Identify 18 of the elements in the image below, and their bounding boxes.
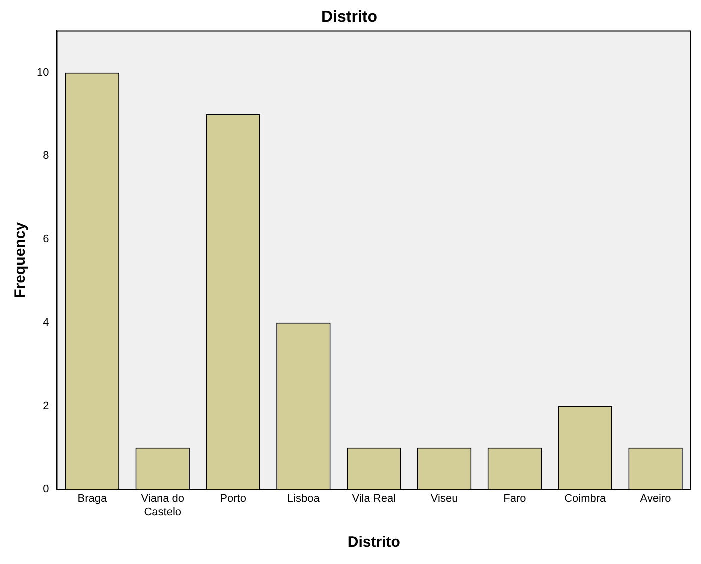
x-tick-label: Viana do Castelo	[141, 493, 184, 518]
x-tick-label: Viseu	[430, 493, 458, 506]
y-axis-title: Frequency	[12, 222, 30, 298]
y-tick-label: 10	[36, 66, 50, 79]
y-tick-label: 4	[43, 316, 50, 329]
y-tick-label: 0	[43, 484, 50, 496]
x-tick-label: Aveiro	[640, 493, 672, 506]
y-tick-label: 8	[43, 150, 50, 162]
chart-title: Distrito	[322, 9, 378, 26]
x-axis-title: Distrito	[348, 534, 400, 552]
x-tick-label: Vila Real	[352, 493, 396, 506]
x-tick-label: Coimbra	[564, 493, 608, 506]
x-tick-label: Faro	[504, 493, 526, 506]
y-tick-label: 2	[43, 400, 50, 412]
y-tick-label: 6	[43, 234, 50, 246]
x-tick-label: Porto	[220, 493, 246, 506]
x-tick-label: Braga	[78, 493, 108, 506]
x-tick-label: Lisboa	[287, 493, 321, 506]
